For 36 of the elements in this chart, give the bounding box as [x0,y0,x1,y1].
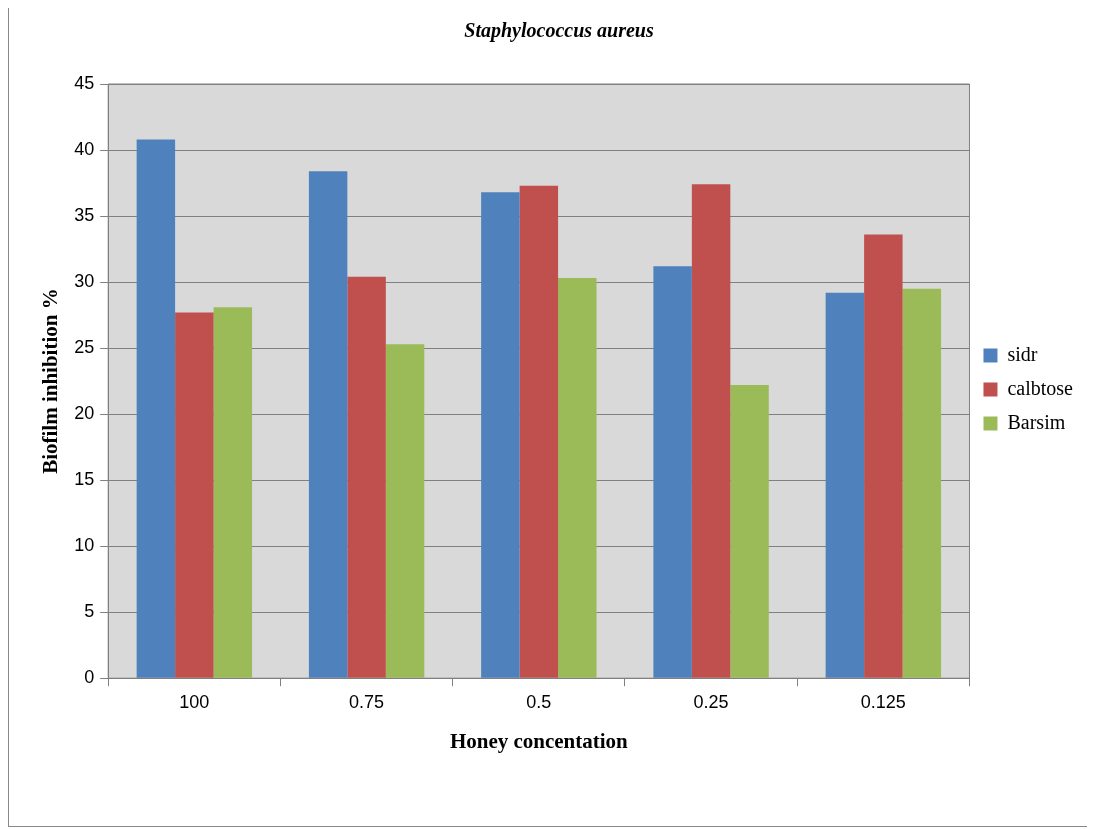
legend-label: Barsim [1007,410,1066,433]
y-tick-label: 5 [84,601,95,622]
y-tick-label: 10 [74,535,95,556]
x-axis-title: Honey concentation [449,728,629,753]
bar [481,192,520,678]
bar [136,139,176,678]
bar [519,185,559,678]
bar [653,266,692,678]
bar [308,171,348,678]
bar [558,278,597,678]
x-tick-label: 100 [179,691,210,712]
x-tick-label: 0.25 [693,691,729,712]
chart-title: Staphylococcus aureus [464,19,654,43]
bar [902,288,942,678]
y-tick-label: 45 [74,72,95,93]
x-tick-label: 0.75 [349,691,385,712]
bar [691,184,731,678]
bar [213,307,253,678]
bar [825,292,865,678]
legend-label: calbtose [1007,376,1074,399]
y-axis-title: Biofilm inhibition % [38,288,63,474]
y-tick-label: 35 [74,205,95,226]
y-tick-label: 40 [74,138,95,159]
y-tick-label: 30 [74,271,95,292]
bar [175,312,214,678]
bar [864,234,903,678]
y-tick-label: 25 [74,337,95,358]
legend-label: sidr [1007,342,1038,365]
y-tick-label: 15 [74,469,95,490]
bar [385,344,425,678]
x-tick-label: 0.125 [860,691,906,712]
bar [730,385,769,678]
x-tick-label: 0.5 [526,691,552,712]
y-tick-label: 20 [74,403,95,424]
bar [347,276,386,678]
y-tick-label: 0 [84,667,95,688]
